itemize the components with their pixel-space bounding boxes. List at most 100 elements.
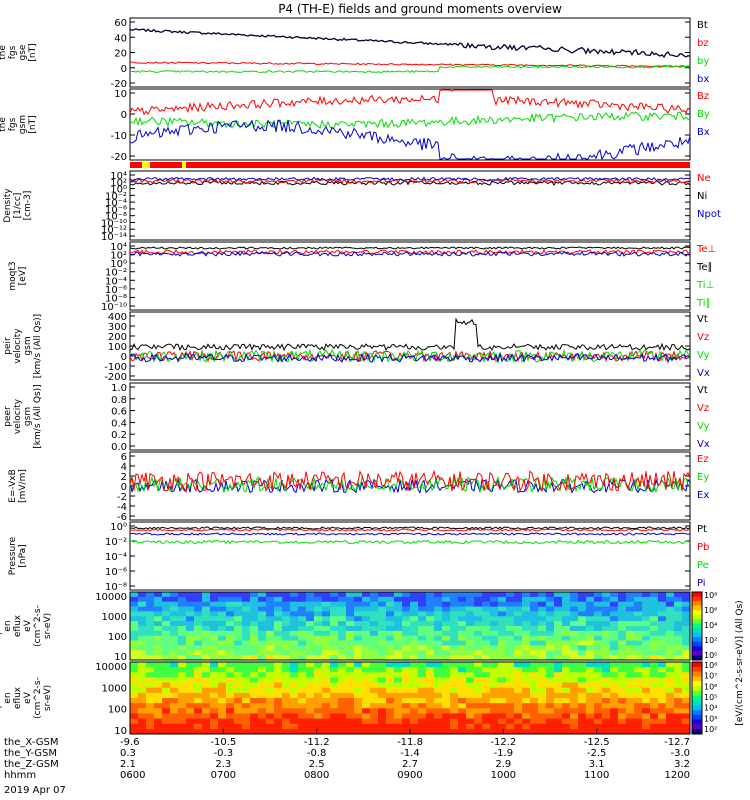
- spectrogram-cell: [522, 630, 531, 637]
- spectrogram-cell: [146, 672, 155, 678]
- ylabel-line: [1/cc]: [13, 193, 23, 219]
- spectrogram-cell: [610, 635, 619, 642]
- spectrogram-cell: [146, 662, 155, 668]
- spectrogram-cell: [290, 703, 299, 709]
- spectrogram-cell: [578, 601, 587, 608]
- spectrogram-cell: [282, 708, 291, 714]
- series-line: [129, 119, 691, 161]
- spectrogram-cell: [242, 692, 251, 699]
- spectrogram-cell: [154, 596, 163, 603]
- spectrogram-cell: [346, 640, 355, 646]
- spectrogram-cell: [210, 662, 219, 668]
- spectrogram-cell: [514, 611, 523, 617]
- colorbar-tick-label: 10⁴: [704, 621, 717, 630]
- spectrogram-cell: [498, 596, 507, 603]
- spectrogram-cell: [346, 645, 355, 651]
- spectrogram-cell: [458, 687, 467, 694]
- spectrogram-cell: [138, 718, 147, 725]
- spectrogram-cell: [226, 635, 235, 642]
- spectrogram-cell: [394, 592, 403, 598]
- ytick-label: 10⁻⁶: [105, 205, 127, 216]
- spectrogram-cell: [458, 650, 467, 656]
- spectrogram-cell: [266, 655, 275, 661]
- spectrogram-cell: [666, 692, 675, 699]
- spectrogram-cell: [658, 703, 667, 709]
- spectrogram-cell: [298, 645, 307, 651]
- spectrogram-cell: [418, 718, 427, 725]
- spectrogram-cell: [594, 662, 603, 668]
- spectrogram-cell: [258, 621, 267, 627]
- spectrogram-cell: [282, 611, 291, 617]
- spectrogram-cell: [658, 621, 667, 627]
- legend-bz: Bz: [697, 91, 709, 102]
- spectrogram-cell: [218, 650, 227, 656]
- ytick-label: 100: [108, 342, 127, 353]
- spectrogram-cell: [322, 635, 331, 642]
- spectrogram-cell: [610, 672, 619, 678]
- spectrogram-cell: [602, 698, 611, 704]
- spectrogram-cell: [650, 630, 659, 637]
- spectrogram-cell: [506, 718, 515, 725]
- panel-ylabel: thefgsgse[nT]: [0, 43, 38, 61]
- spectrogram-cell: [338, 621, 347, 627]
- spectrogram-cell: [618, 667, 627, 673]
- spectrogram-cell: [650, 611, 659, 617]
- spectrogram-cell: [538, 682, 547, 689]
- spectrogram-cell: [418, 728, 427, 735]
- spectrogram-cell: [626, 718, 635, 725]
- spectrogram-cell: [674, 635, 683, 642]
- legend-ti⊥: Ti⊥: [696, 280, 714, 291]
- spectrogram-cell: [354, 611, 363, 617]
- date-label: 2019 Apr 07: [4, 785, 66, 796]
- legend-bx: bx: [697, 74, 709, 85]
- spectrogram-cell: [226, 718, 235, 725]
- spectrogram-cell: [314, 703, 323, 709]
- spectrogram-cell: [378, 650, 387, 656]
- spectrogram-cell: [194, 667, 203, 673]
- spectrogram-cell: [130, 698, 139, 704]
- spectrogram-cell: [634, 650, 643, 656]
- spectrogram-cell: [442, 606, 451, 612]
- spectrogram-cell: [178, 708, 187, 714]
- spectrogram-cell: [530, 728, 539, 735]
- colorbar-segment: [692, 705, 702, 711]
- spectrogram-cell: [130, 667, 139, 673]
- spectrogram-cell: [378, 645, 387, 651]
- spectrogram-cell: [370, 645, 379, 651]
- spectrogram-cell: [602, 662, 611, 668]
- spectrogram-cell: [314, 621, 323, 627]
- panel-peir-spec: thepeirenefluxeV(cm^2-s-sr-eV)1000010001…: [0, 591, 691, 663]
- spectrogram-cell: [154, 650, 163, 656]
- ytick-label: 1000: [102, 612, 127, 623]
- spectrogram-cell: [362, 718, 371, 725]
- spectrogram-cell: [634, 640, 643, 646]
- spectrogram-cell: [442, 596, 451, 603]
- spectrogram-cell: [322, 662, 331, 668]
- spectrogram-cell: [450, 601, 459, 608]
- spectrogram-cell: [618, 592, 627, 598]
- spectrogram-cell: [514, 698, 523, 704]
- spectrogram-cell: [458, 677, 467, 684]
- spectrogram-cell: [658, 692, 667, 699]
- spectrogram-cell: [290, 630, 299, 637]
- spectrogram-cell: [514, 621, 523, 627]
- spectrogram-cell: [522, 692, 531, 699]
- spectrogram-cell: [410, 698, 419, 704]
- spectrogram-cell: [618, 692, 627, 699]
- spectrogram-cell: [474, 635, 483, 642]
- spectrogram-cell: [322, 698, 331, 704]
- spectrogram-cell: [626, 698, 635, 704]
- spectrogram-cell: [498, 682, 507, 689]
- spectrogram-cell: [610, 616, 619, 622]
- spectrogram-cell: [546, 601, 555, 608]
- spectrogram-cell: [514, 713, 523, 720]
- xtick-label: -11.8: [397, 737, 423, 748]
- spectrogram-cell: [378, 723, 387, 730]
- spectrogram-cell: [498, 650, 507, 656]
- spectrogram-cell: [226, 728, 235, 735]
- spectrogram-cell: [610, 677, 619, 684]
- spectrogram-cell: [490, 635, 499, 642]
- spectrogram-cell: [378, 713, 387, 720]
- spectrogram-cell: [434, 728, 443, 735]
